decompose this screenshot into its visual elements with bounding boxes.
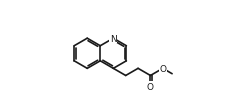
Text: O: O bbox=[159, 64, 166, 73]
Text: N: N bbox=[110, 34, 117, 43]
Text: O: O bbox=[147, 82, 154, 91]
